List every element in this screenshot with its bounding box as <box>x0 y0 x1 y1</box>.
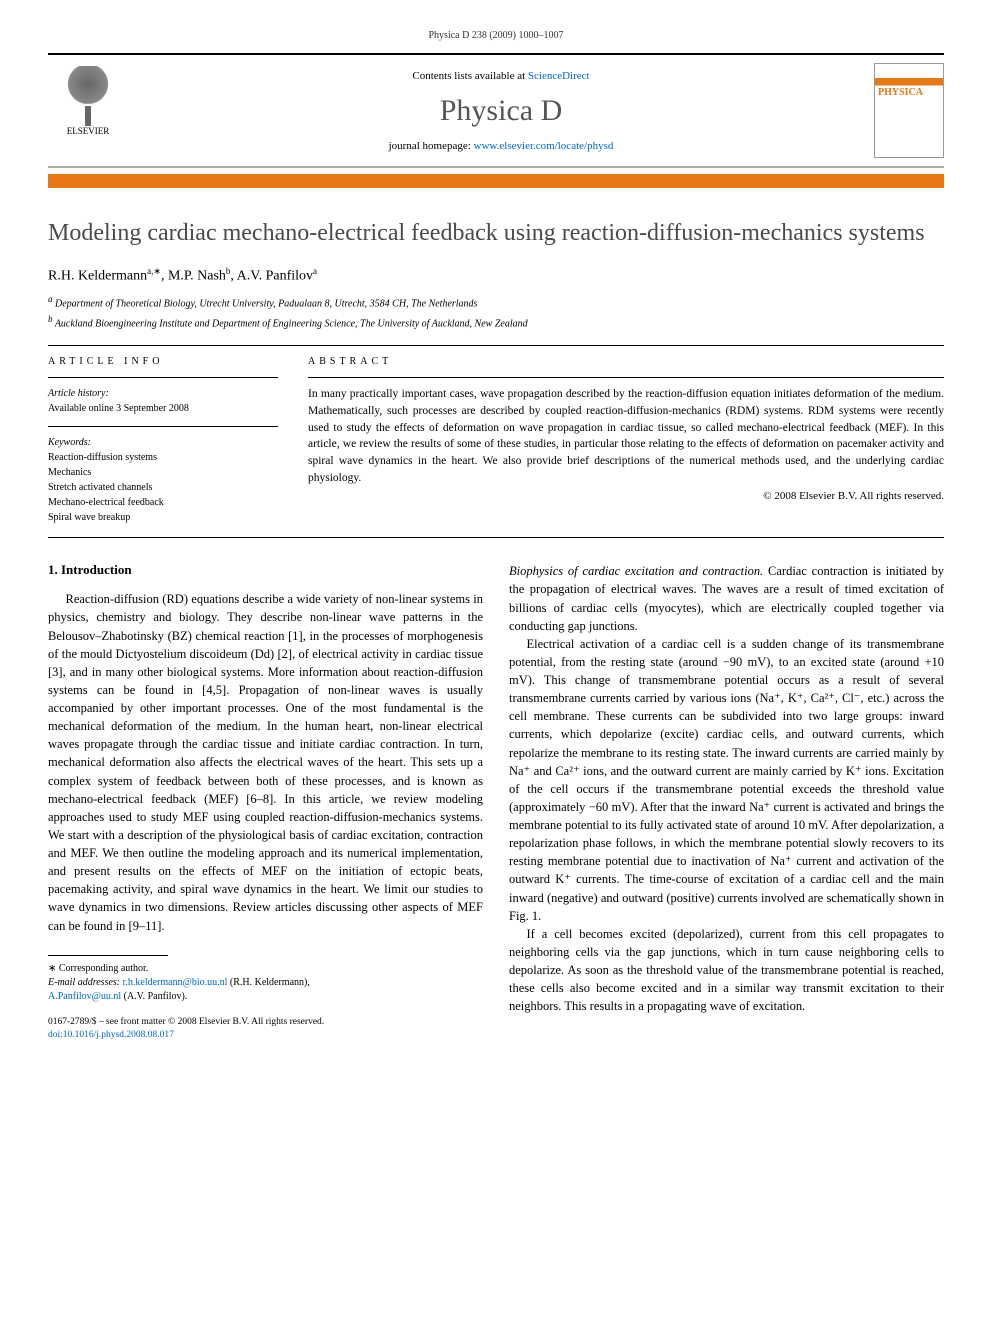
section-1-head: 1. Introduction <box>48 562 483 578</box>
keywords-block: Keywords: Reaction-diffusion systems Mec… <box>48 426 278 525</box>
corresponding-author: ∗ Corresponding author. <box>48 962 483 976</box>
article-info-head: ARTICLE INFO <box>48 356 278 367</box>
email-addresses: E-mail addresses: r.h.keldermann@bio.uu.… <box>48 976 483 1004</box>
sciencedirect-link[interactable]: ScienceDirect <box>528 70 590 82</box>
email-link-1[interactable]: r.h.keldermann@bio.uu.nl <box>123 977 228 988</box>
accent-bar <box>48 174 944 188</box>
contents-list-line: Contents lists available at ScienceDirec… <box>128 70 874 82</box>
abstract-head: ABSTRACT <box>308 356 944 367</box>
biophysics-para-1: Biophysics of cardiac excitation and con… <box>509 562 944 635</box>
journal-name: Physica D <box>128 94 874 128</box>
authors: R.H. Keldermanna,∗, M.P. Nashb, A.V. Pan… <box>48 266 944 285</box>
intro-para-1: Reaction-diffusion (RD) equations descri… <box>48 590 483 934</box>
homepage-line: journal homepage: www.elsevier.com/locat… <box>128 140 874 152</box>
abstract-copyright: © 2008 Elsevier B.V. All rights reserved… <box>308 490 944 502</box>
article-title: Modeling cardiac mechano-electrical feed… <box>48 218 944 248</box>
journal-cover-thumb: PHYSICA <box>874 63 944 158</box>
journal-header: ELSEVIER Contents lists available at Sci… <box>48 53 944 168</box>
biophysics-para-3: If a cell becomes excited (depolarized),… <box>509 925 944 1016</box>
elsevier-logo: ELSEVIER <box>48 66 128 156</box>
affiliation-a: a Department of Theoretical Biology, Utr… <box>48 293 944 311</box>
doi-line: doi:10.1016/j.physd.2008.08.017 <box>48 1029 483 1042</box>
publisher-name: ELSEVIER <box>67 126 110 136</box>
running-head: Physica D 238 (2009) 1000–1007 <box>48 30 944 41</box>
email-link-2[interactable]: A.Panfilov@uu.nl <box>48 991 121 1002</box>
affiliation-b: b Auckland Bioengineering Institute and … <box>48 313 944 331</box>
cover-label: PHYSICA <box>878 87 923 98</box>
abstract-text: In many practically important cases, wav… <box>308 377 944 486</box>
issn-line: 0167-2789/$ – see front matter © 2008 El… <box>48 1016 483 1029</box>
biophysics-para-2: Electrical activation of a cardiac cell … <box>509 635 944 925</box>
article-history: Article history: Available online 3 Sept… <box>48 377 278 416</box>
homepage-link[interactable]: www.elsevier.com/locate/physd <box>474 140 614 152</box>
